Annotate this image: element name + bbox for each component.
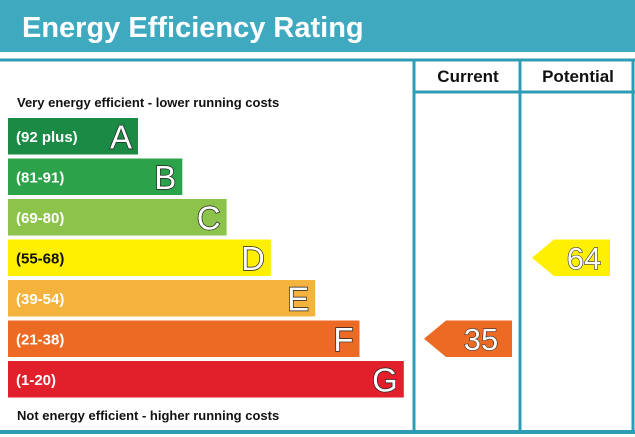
band-bar [8, 239, 271, 276]
band-letter: F [333, 321, 353, 358]
band-letter: G [372, 361, 398, 398]
band-range-label: (55-68) [16, 250, 64, 267]
rating-arrow-shape [424, 320, 512, 357]
band-g: (1-20) G [8, 361, 404, 399]
rating-value: 35 [464, 322, 498, 357]
band-a: (92 plus) A [8, 118, 138, 156]
band-bar [8, 361, 404, 398]
band-bar [8, 158, 183, 195]
band-range-label: (69-80) [16, 210, 64, 227]
band-b: (81-91) B [8, 158, 183, 196]
band-bar [8, 320, 360, 357]
column-header-current: Current [437, 67, 499, 86]
band-range-label: (1-20) [16, 372, 56, 389]
band-letter: E [287, 280, 309, 317]
band-bar [8, 199, 227, 236]
caption-not-efficient: Not energy efficient - higher running co… [17, 408, 279, 423]
band-c: (69-80) C [8, 199, 227, 237]
title-bar [0, 0, 635, 52]
rating-arrows: 35 64 [424, 239, 610, 357]
band-letter: C [197, 199, 221, 236]
band-e: (39-54) E [8, 280, 316, 318]
band-letter: B [154, 159, 176, 196]
chart-frame [0, 58, 635, 434]
rating-value: 64 [567, 241, 601, 276]
band-letter: D [241, 240, 265, 277]
rating-bands: (92 plus) A(81-91) B(69-80) C(55-68) D(39-54… [8, 118, 404, 399]
chart-title: Energy Efficiency Rating [22, 12, 364, 44]
band-range-label: (39-54) [16, 291, 64, 308]
rating-arrow-current: 35 [424, 320, 512, 357]
band-bar [8, 280, 316, 317]
band-d: (55-68) D [8, 239, 271, 277]
band-range-label: (92 plus) [16, 129, 78, 146]
band-range-label: (81-91) [16, 169, 64, 186]
rating-arrow-potential: 64 [532, 239, 610, 276]
band-range-label: (21-38) [16, 331, 64, 348]
band-f: (21-38) F [8, 320, 360, 358]
band-bar [8, 118, 138, 155]
column-header-potential: Potential [542, 67, 614, 86]
rating-arrow-shape [532, 239, 610, 276]
caption-very-efficient: Very energy efficient - lower running co… [17, 95, 279, 110]
band-letter: A [110, 118, 132, 155]
